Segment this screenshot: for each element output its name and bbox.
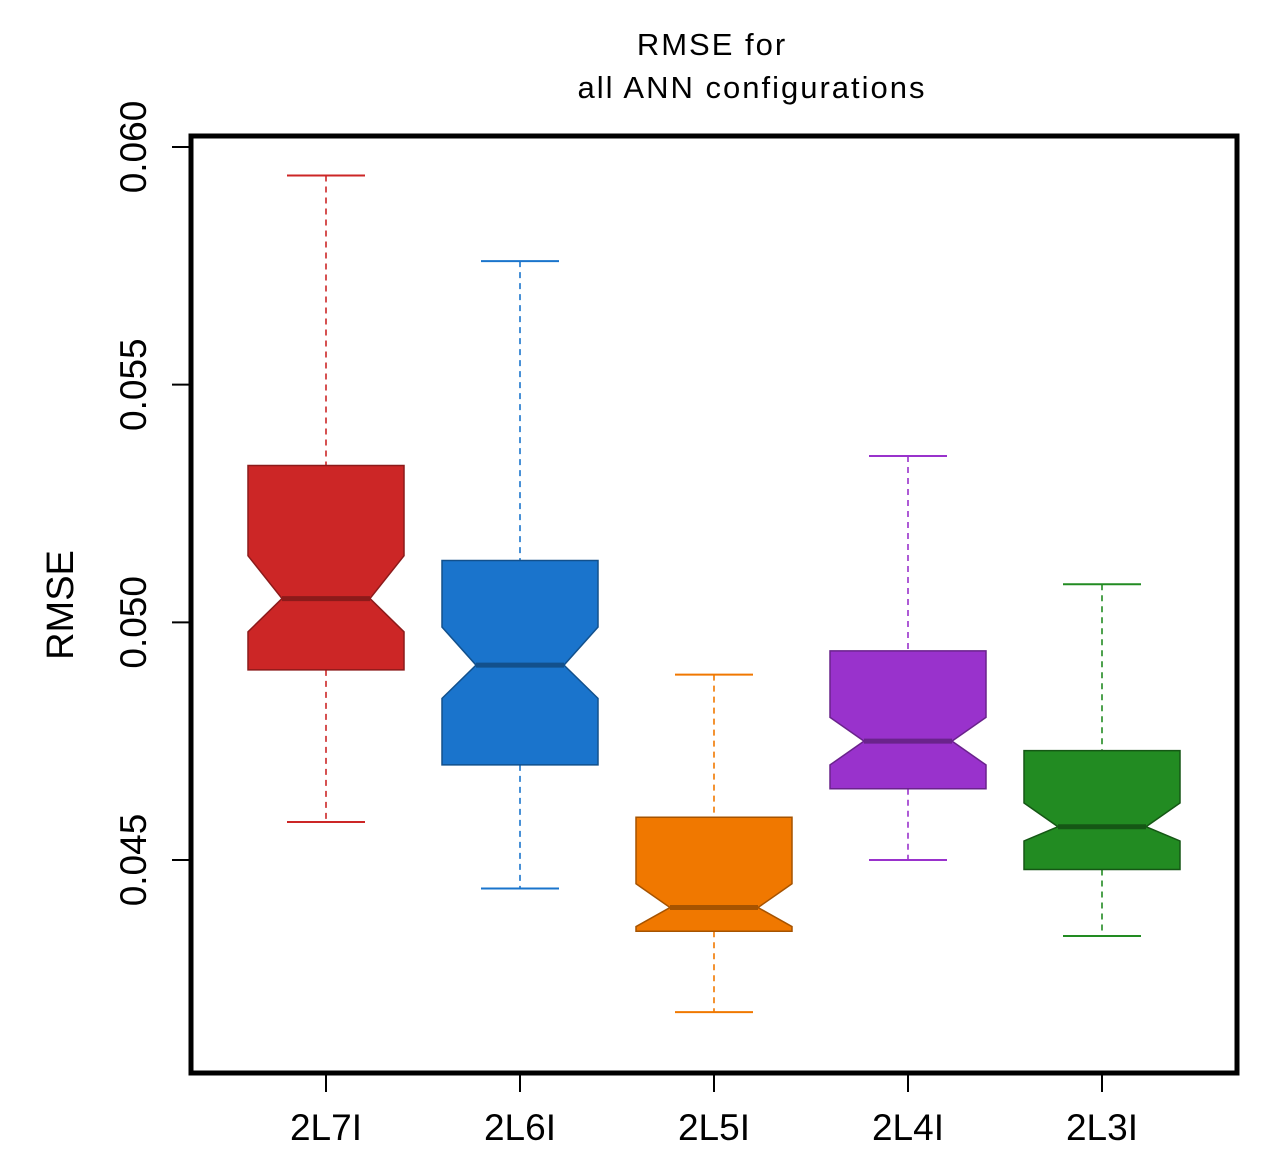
y-axis: 0.045 0.050 0.055 0.060 bbox=[113, 101, 191, 907]
x-tick-label: 2L4I bbox=[872, 1107, 944, 1148]
x-tick-label: 2L7I bbox=[290, 1107, 362, 1148]
x-tick-label: 2L3I bbox=[1066, 1107, 1138, 1148]
y-axis-label: RMSE bbox=[40, 550, 82, 660]
x-tick-label: 2L6I bbox=[484, 1107, 556, 1148]
chart-title-line-2: all ANN configurations bbox=[578, 70, 927, 105]
y-tick-label: 0.055 bbox=[113, 338, 154, 431]
y-tick-label: 0.045 bbox=[113, 814, 154, 907]
box-2l4i bbox=[829, 454, 987, 861]
box-2l5i bbox=[635, 673, 793, 1014]
box-2l3i bbox=[1023, 583, 1181, 938]
y-tick-label: 0.050 bbox=[113, 576, 154, 669]
x-axis: 2L7I 2L6I 2L5I 2L4I 2L3I bbox=[290, 1073, 1138, 1148]
plot-area bbox=[247, 174, 1181, 1014]
box-2l6i bbox=[441, 260, 599, 890]
notched-box bbox=[247, 464, 405, 671]
notched-box bbox=[635, 816, 793, 933]
notched-box bbox=[829, 650, 987, 790]
chart-title-line-1: RMSE for bbox=[637, 27, 787, 62]
x-tick-label: 2L5I bbox=[678, 1107, 750, 1148]
y-tick-label: 0.060 bbox=[113, 101, 154, 194]
notched-box bbox=[1023, 749, 1181, 871]
box-2l7i bbox=[247, 174, 405, 823]
